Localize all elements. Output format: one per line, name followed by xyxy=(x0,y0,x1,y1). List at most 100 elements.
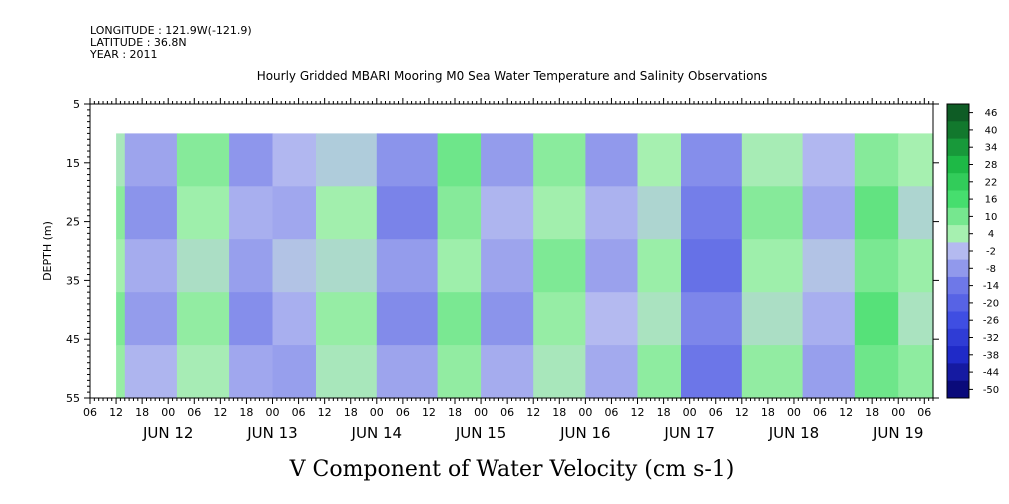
x-hour-label: 18 xyxy=(865,406,879,419)
heatmap-cell xyxy=(376,239,439,293)
heatmap-cell xyxy=(176,239,230,293)
heatmap-cell xyxy=(741,345,804,399)
heatmap-cell xyxy=(898,186,934,240)
heatmap-cell xyxy=(176,133,230,187)
heatmap-cell xyxy=(637,345,682,399)
heatmap-cell xyxy=(229,186,274,240)
x-hour-label: 00 xyxy=(891,406,905,419)
heatmap-cell xyxy=(741,292,804,346)
heatmap-cell xyxy=(533,133,586,187)
colorbar-label: -2 xyxy=(986,247,996,258)
colorbar-swatch xyxy=(947,276,969,295)
colorbar-swatch xyxy=(947,190,969,209)
heatmap-cell xyxy=(229,133,274,187)
heatmap-cell xyxy=(802,186,856,240)
x-day-label: JUN 17 xyxy=(663,424,714,442)
heatmap-cell xyxy=(316,186,378,240)
x-hour-label: 00 xyxy=(266,406,280,419)
heatmap-cell xyxy=(272,186,317,240)
heatmap-cell xyxy=(898,345,934,399)
heatmap-cell xyxy=(124,239,178,293)
heatmap-cell xyxy=(585,186,639,240)
heatmap-cell xyxy=(898,133,934,187)
x-hour-label: 18 xyxy=(448,406,462,419)
heatmap-cell xyxy=(802,133,856,187)
heatmap-cell xyxy=(637,186,682,240)
colorbar-label: 10 xyxy=(985,212,998,223)
heatmap-cell xyxy=(124,345,178,399)
heatmap-cell xyxy=(316,133,378,187)
heatmap-cell xyxy=(116,133,126,187)
x-hour-label: 06 xyxy=(604,406,618,419)
heatmap-cell xyxy=(316,345,378,399)
heatmap-cell xyxy=(176,345,230,399)
colorbar-frame xyxy=(946,103,970,399)
heatmap-cell xyxy=(481,239,534,293)
colorbar-swatch xyxy=(947,259,969,278)
y-tick-label: 25 xyxy=(66,216,80,229)
chart-title: Hourly Gridded MBARI Mooring M0 Sea Wate… xyxy=(257,69,768,83)
heatmap-cell xyxy=(741,186,804,240)
x-day-label: JUN 13 xyxy=(246,424,297,442)
heatmap-cell xyxy=(272,292,317,346)
colorbar-swatch xyxy=(947,155,969,174)
y-tick-label: 45 xyxy=(66,333,80,346)
heatmap-cell xyxy=(316,292,378,346)
heatmap-cell xyxy=(229,292,274,346)
x-hour-label: 06 xyxy=(292,406,306,419)
heatmap-cell xyxy=(898,292,934,346)
heatmap-cell xyxy=(741,133,804,187)
heatmap-cell xyxy=(854,292,899,346)
longitude-label: LONGITUDE : 121.9W(-121.9) xyxy=(90,24,252,37)
x-day-label: JUN 19 xyxy=(872,424,923,442)
x-day-label: JUN 12 xyxy=(142,424,193,442)
y-tick-label: 5 xyxy=(73,98,80,111)
x-hour-label: 00 xyxy=(370,406,384,419)
colorbar-swatch xyxy=(947,225,969,243)
heatmap-cell xyxy=(533,186,586,240)
x-hour-label: 06 xyxy=(813,406,827,419)
heatmap-cell xyxy=(116,345,126,399)
colorbar-swatch xyxy=(947,380,969,399)
x-hour-label: 12 xyxy=(109,406,123,419)
heatmap-cell xyxy=(124,186,178,240)
x-hour-label: 06 xyxy=(709,406,723,419)
x-hour-label: 18 xyxy=(135,406,149,419)
colorbar-label: -14 xyxy=(983,281,999,292)
heatmap-cell xyxy=(376,292,439,346)
colorbar-swatch xyxy=(947,294,969,312)
heatmap-cell xyxy=(854,239,899,293)
x-hour-label: 06 xyxy=(500,406,514,419)
heatmap-cell xyxy=(681,239,743,293)
heatmap-cell xyxy=(681,186,743,240)
heatmap-cell xyxy=(481,345,534,399)
x-hour-label: 12 xyxy=(839,406,853,419)
colorbar-label: -38 xyxy=(983,350,999,361)
colorbar-swatch xyxy=(947,121,969,140)
x-hour-label: 18 xyxy=(344,406,358,419)
y-tick-label: 15 xyxy=(66,157,80,170)
heatmap-cell xyxy=(681,292,743,346)
x-hour-label: 06 xyxy=(917,406,931,419)
colorbar-label: 34 xyxy=(985,143,998,154)
year-label: YEAR : 2011 xyxy=(90,48,158,61)
colorbar-label: -32 xyxy=(983,333,999,344)
heatmap-cell xyxy=(176,292,230,346)
heatmap-cell xyxy=(854,133,899,187)
heatmap-cell xyxy=(437,345,482,399)
heatmap-cell xyxy=(802,345,856,399)
x-hour-label: 00 xyxy=(787,406,801,419)
colorbar-label: -44 xyxy=(983,368,999,379)
heatmap-cell xyxy=(681,345,743,399)
heatmap-cell xyxy=(316,239,378,293)
heatmap-cell xyxy=(481,292,534,346)
heatmap-cell xyxy=(854,186,899,240)
heatmap-cell xyxy=(272,345,317,399)
colorbar-label: 46 xyxy=(985,108,998,119)
x-axis-label: V Component of Water Velocity (cm s-1) xyxy=(289,457,735,482)
heatmap-cell xyxy=(637,133,682,187)
x-hour-label: 06 xyxy=(83,406,97,419)
x-hour-label: 12 xyxy=(318,406,332,419)
colorbar-label: -8 xyxy=(986,264,996,275)
colorbar-swatch xyxy=(947,242,969,261)
